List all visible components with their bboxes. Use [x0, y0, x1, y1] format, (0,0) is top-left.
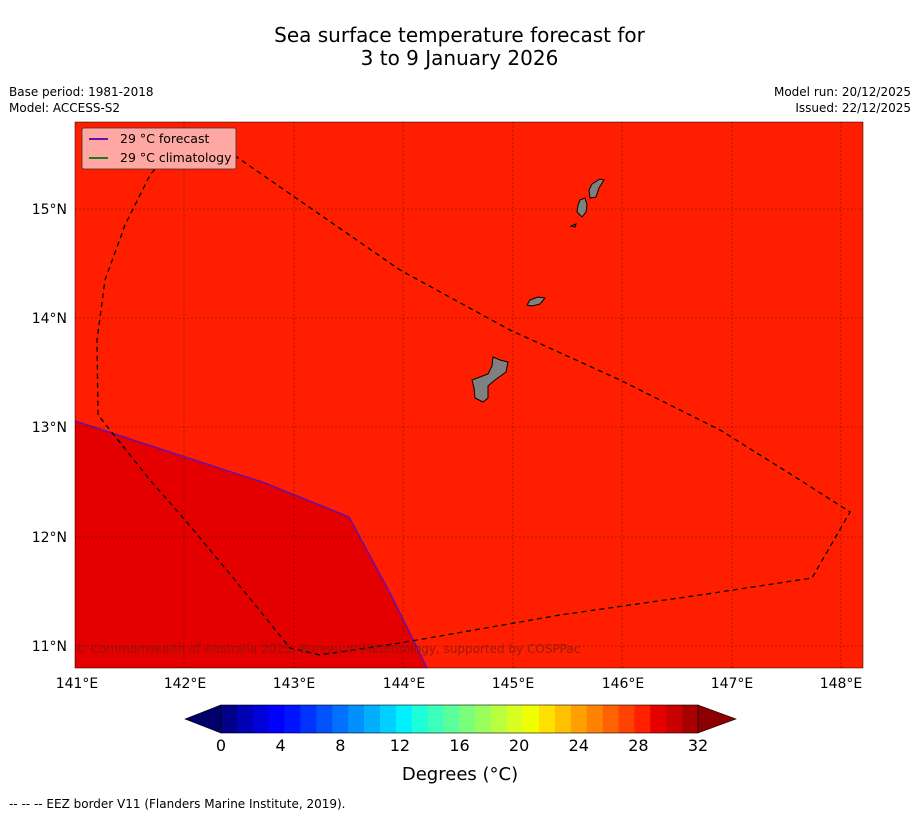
lon-tick: 143°E [273, 676, 316, 692]
eez-border [96, 134, 851, 656]
legend-climatology-label: 29 °C climatology [120, 150, 232, 165]
map-legend: 29 °C forecast 29 °C climatology [81, 127, 237, 170]
colorbar-cell [586, 705, 603, 733]
colorbar-cell [316, 705, 333, 733]
colorbar-cell [221, 705, 238, 733]
lon-tick: 147°E [711, 676, 754, 692]
lon-tick: 142°E [164, 676, 207, 692]
colorbar-cell [300, 705, 317, 733]
colorbar-cell [348, 705, 365, 733]
latitude-ticks: 15°N 14°N 13°N 12°N 11°N [32, 202, 67, 655]
chart-title-line2: 3 to 9 January 2026 [360, 46, 559, 70]
colorbar-cell [395, 705, 413, 733]
tinian-island [576, 197, 588, 218]
map-plot-area: © Commonwealth of Australia 2025, Bureau… [75, 122, 863, 668]
colorbar-cell [539, 705, 556, 733]
lat-tick: 11°N [32, 639, 67, 655]
colorbar-label: Degrees (°C) [402, 764, 518, 785]
lon-tick: 141°E [56, 676, 99, 692]
rota-island [526, 296, 546, 307]
colorbar-tick-label: 28 [628, 736, 648, 755]
colorbar-cell [618, 705, 635, 733]
lon-tick: 146°E [602, 676, 645, 692]
copyright-notice: © Commonwealth of Australia 2025, Bureau… [75, 642, 580, 656]
colorbar-tick-label: 4 [276, 736, 286, 755]
colorbar-cell [634, 705, 651, 733]
lat-tick: 12°N [32, 530, 67, 546]
colorbar-cell [284, 705, 301, 733]
colorbar-cell [459, 705, 476, 733]
colorbar-cell [268, 705, 285, 733]
colorbar-tick-label: 20 [509, 736, 529, 755]
colorbar-cell [491, 705, 508, 733]
guam-island [471, 356, 509, 403]
colorbar-cell [364, 705, 381, 733]
forecast-29c-contour [75, 420, 428, 668]
lat-tick: 15°N [32, 202, 67, 218]
colorbar-cell [236, 705, 254, 733]
colorbar-cell [475, 705, 492, 733]
colorbar-tick-label: 16 [449, 736, 469, 755]
aguijan-island [569, 223, 577, 228]
colorbar-cell [332, 705, 349, 733]
footer-note: -- -- -- EEZ border V11 (Flanders Marine… [9, 797, 346, 811]
colorbar-cell [570, 705, 587, 733]
colorbar-over-arrow [697, 704, 737, 734]
colorbar-cell [427, 705, 444, 733]
legend-forecast-label: 29 °C forecast [120, 131, 209, 146]
colorbar-tick-label: 32 [688, 736, 708, 755]
longitude-ticks: 141°E 142°E 143°E 144°E 145°E 146°E 147°… [56, 676, 863, 692]
colorbar-cell [252, 705, 269, 733]
colorbar-cell [650, 705, 667, 733]
colorbar-cell [602, 705, 619, 733]
chart-title-line1: Sea surface temperature forecast for [274, 23, 645, 47]
issued-date: Issued: 22/12/2025 [795, 101, 911, 115]
sst-30-32-zone [75, 421, 427, 668]
legend-box [81, 127, 237, 170]
colorbar-cell [682, 705, 699, 733]
colorbar-cell [443, 705, 460, 733]
lon-tick: 145°E [492, 676, 535, 692]
model-run: Model run: 20/12/2025 [773, 85, 911, 99]
colorbar-cell [380, 705, 397, 733]
colorbar-frame [220, 704, 699, 734]
colorbar-cell [411, 705, 428, 733]
saipan-island [588, 178, 605, 199]
lat-tick: 14°N [32, 311, 67, 327]
colorbar: 0 4 8 12 16 20 24 28 32 Degrees (°C) [184, 704, 737, 785]
colorbar-tick-label: 0 [216, 736, 226, 755]
model-name: Model: ACCESS-S2 [9, 101, 121, 115]
colorbar-tick-label: 12 [390, 736, 410, 755]
colorbar-cell [523, 705, 540, 733]
colorbar-under-arrow [184, 704, 222, 734]
base-period: Base period: 1981-2018 [9, 85, 154, 99]
colorbar-cell [507, 705, 524, 733]
colorbar-tick-label: 8 [335, 736, 345, 755]
colorbar-cell [554, 705, 572, 733]
lon-tick: 144°E [383, 676, 426, 692]
colorbar-cell [666, 705, 683, 733]
gridlines [75, 122, 863, 668]
lon-tick: 148°E [820, 676, 863, 692]
map-frame [74, 121, 864, 669]
islands [471, 178, 605, 403]
lat-tick: 13°N [32, 420, 67, 436]
colorbar-tick-label: 24 [569, 736, 589, 755]
